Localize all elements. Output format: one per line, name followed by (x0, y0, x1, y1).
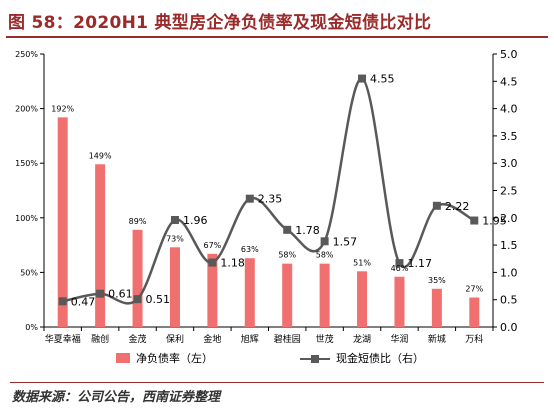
legend-swatch-marker (311, 355, 319, 363)
y-right-tick-label: 1.0 (500, 266, 518, 279)
x-tick-label: 华润 (390, 333, 408, 345)
y-right-tick-label: 0.0 (500, 321, 518, 334)
bar (282, 263, 293, 327)
y-right-tick-label: 5.0 (500, 48, 518, 61)
line-data-label: 1.95 (482, 215, 507, 228)
y-right-tick-label: 3.5 (500, 130, 518, 143)
y-left-tick-label: 250% (15, 50, 38, 59)
y-right-tick-label: 0.5 (500, 294, 518, 307)
x-tick-label: 龙湖 (353, 333, 371, 345)
line-marker (133, 295, 142, 304)
line-data-label: 1.18 (220, 257, 245, 270)
line-data-label: 1.96 (183, 214, 208, 227)
source-rule (10, 382, 544, 383)
line-marker (170, 215, 179, 224)
bar-data-label: 35% (428, 276, 446, 285)
bar (319, 263, 330, 327)
bar (244, 258, 255, 327)
bar-data-label: 149% (89, 151, 112, 160)
bar-data-label: 58% (316, 251, 334, 260)
line-data-label: 0.61 (108, 288, 133, 301)
legend-label-bars: 净负债率（左） (136, 351, 213, 365)
chart-area: 0% 50% 100% 150% 200% 250% 0.0 0.5 1.0 1.5 2.0 2.5 3… (15, 48, 518, 365)
legend-swatch-bars (116, 353, 130, 363)
line-marker (470, 216, 479, 225)
bar (357, 271, 368, 327)
bar (57, 117, 68, 327)
line-marker (432, 201, 441, 210)
line-data-label: 0.47 (71, 295, 96, 308)
figure-title-block: 图 58：2020H1 典型房企净负债率及现金短债比对比 (6, 4, 548, 38)
line-marker (358, 74, 367, 83)
source-note: 数据来源：公司公告，西南证券整理 (12, 390, 221, 405)
y-right-tick-label: 2.0 (500, 212, 518, 225)
bar-data-label: 67% (203, 241, 221, 250)
bar-data-label: 46% (391, 264, 409, 273)
y-right-tick-label: 4.0 (500, 103, 518, 116)
line-data-label: 2.35 (258, 193, 283, 206)
y-left-tick-label: 200% (15, 105, 38, 114)
bar (469, 297, 480, 327)
bar (132, 229, 143, 327)
bar-data-label: 51% (353, 258, 371, 267)
x-tick-label: 万科 (465, 333, 483, 345)
x-tick-label: 旭辉 (241, 333, 259, 345)
line-data-label: 1.57 (333, 235, 358, 248)
x-tick-label: 金地 (203, 333, 221, 345)
x-tick-label: 新城 (428, 333, 446, 345)
x-tick-label: 金茂 (129, 333, 147, 345)
bar-data-label: 58% (278, 251, 296, 260)
line-data-label: 1.78 (295, 224, 320, 237)
y-left-tick-label: 0% (25, 323, 38, 332)
y-right-tick-label: 4.5 (500, 75, 518, 88)
bar-data-label: 27% (465, 285, 483, 294)
bar (95, 164, 106, 327)
line-data-label: 1.17 (407, 257, 432, 270)
x-tick-label: 世茂 (316, 333, 334, 345)
line-data-label: 2.22 (445, 200, 470, 213)
legend-label-line: 现金短债比（右） (336, 351, 424, 365)
x-tick-label: 融创 (91, 333, 109, 345)
y-left-tick-label: 150% (15, 159, 38, 168)
bar (394, 276, 405, 327)
bar-data-label: 89% (129, 217, 147, 226)
line-marker (96, 289, 105, 298)
x-tick-label: 碧桂园 (274, 333, 301, 345)
y-right-tick-label: 3.0 (500, 157, 518, 170)
line-marker (320, 237, 329, 246)
y-right-tick-label: 1.5 (500, 239, 518, 252)
x-tick-label: 保利 (166, 333, 184, 345)
title-rule (6, 36, 548, 38)
bar-data-label: 192% (51, 104, 74, 113)
line-marker (58, 297, 67, 306)
x-tick-label: 华夏幸福 (45, 333, 81, 345)
line-marker (245, 194, 254, 203)
bar-data-label: 73% (166, 234, 184, 243)
line-marker (395, 259, 404, 268)
line-marker (208, 258, 217, 267)
y-left-tick-label: 50% (20, 268, 38, 277)
y-left-tick-label: 100% (15, 214, 38, 223)
line-data-label: 0.51 (146, 293, 171, 306)
y-right-tick-label: 2.5 (500, 185, 518, 198)
line-marker (283, 225, 292, 234)
bar (207, 253, 218, 327)
figure-title: 图 58：2020H1 典型房企净负债率及现金短债比对比 (8, 13, 432, 33)
line-data-label: 4.55 (370, 73, 395, 86)
bar (431, 288, 442, 327)
bar (169, 247, 180, 327)
bar-data-label: 63% (241, 245, 259, 254)
source-block: 数据来源：公司公告，西南证券整理 (10, 382, 544, 406)
